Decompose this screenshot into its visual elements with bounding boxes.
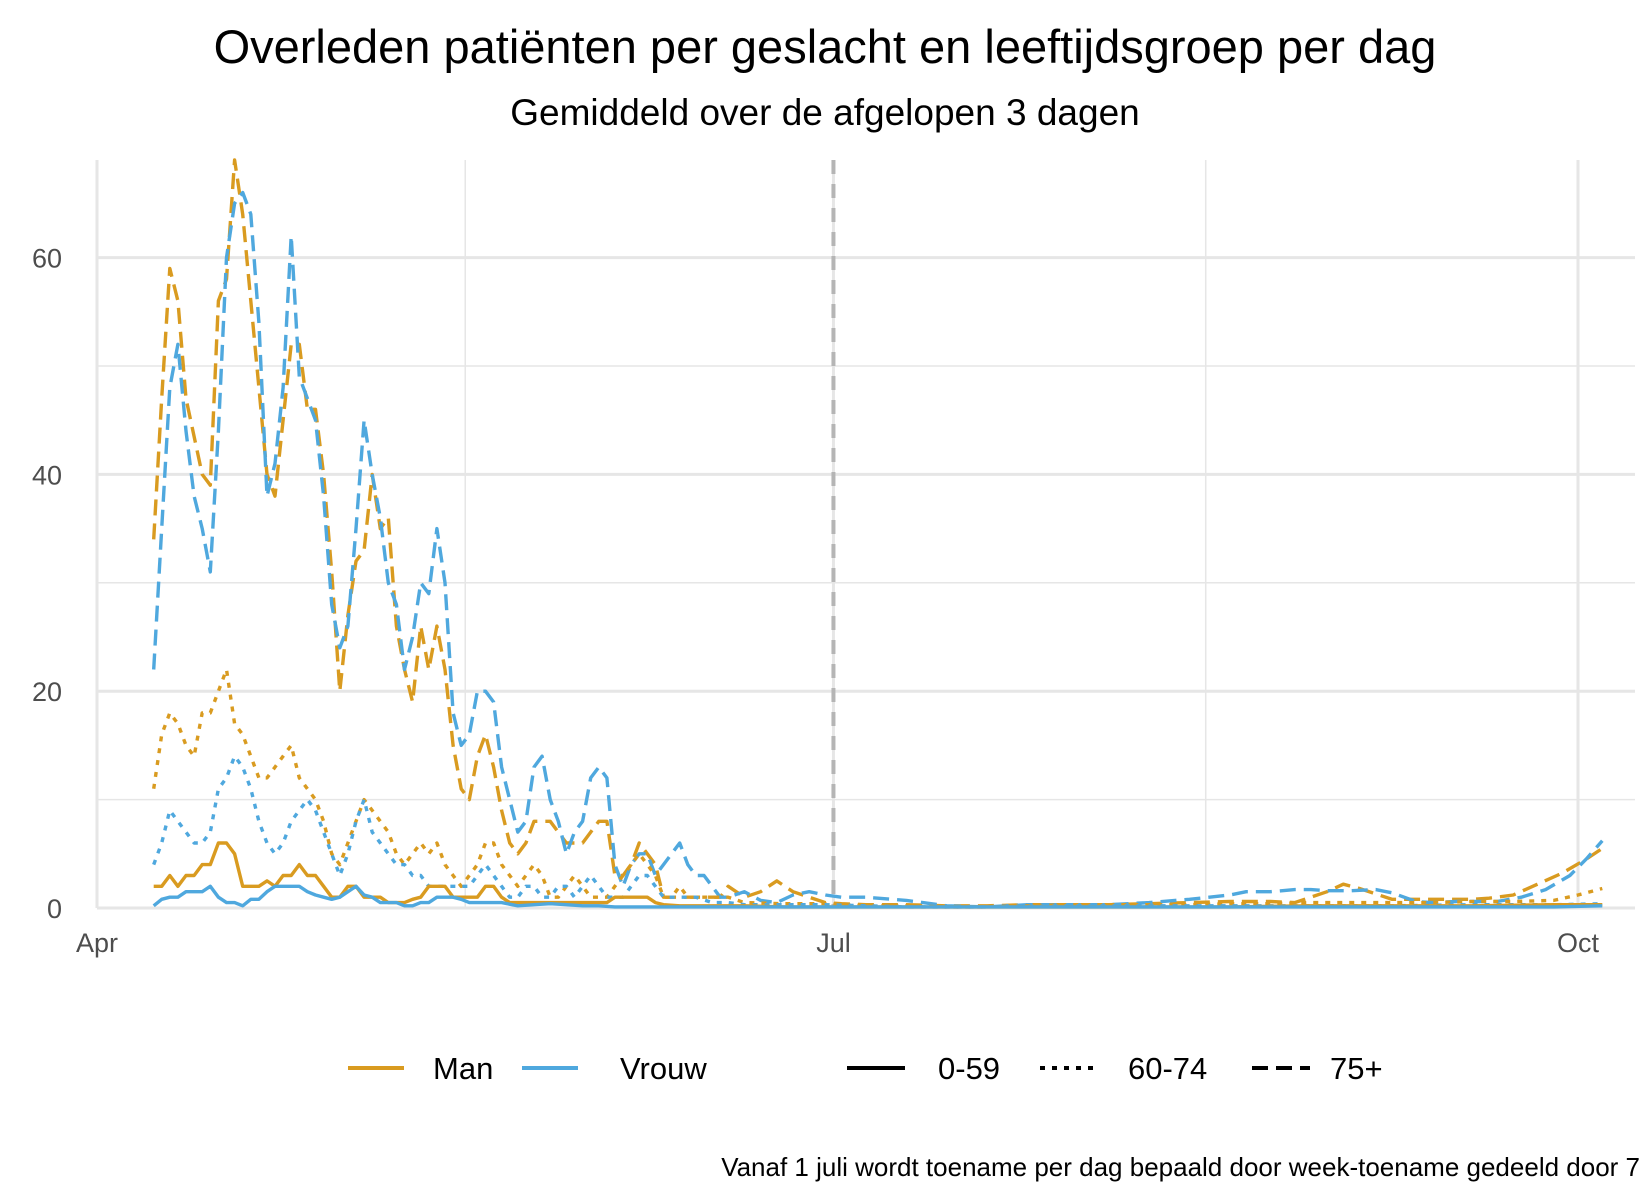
chart-subtitle: Gemiddeld over de afgelopen 3 dagen bbox=[510, 92, 1140, 133]
series-line-vrouw-0-59 bbox=[152, 884, 1603, 909]
series-layer bbox=[152, 158, 1604, 909]
y-tick-label: 60 bbox=[32, 244, 62, 274]
chart-title: Overleden patiënten per geslacht en leef… bbox=[213, 20, 1437, 73]
y-tick-label: 0 bbox=[47, 894, 62, 924]
chart-caption: Vanaf 1 juli wordt toename per dag bepaa… bbox=[721, 1152, 1640, 1182]
y-tick-label: 20 bbox=[32, 677, 62, 707]
series-line-man-60-74 bbox=[152, 667, 1603, 909]
legend-label-vrouw: Vrouw bbox=[620, 1051, 707, 1086]
legend-label-age: 60-74 bbox=[1128, 1051, 1207, 1086]
legend: Man Vrouw 0-59 60-74 75+ bbox=[348, 1051, 1383, 1086]
grid-layer bbox=[95, 160, 1635, 910]
y-tick-label: 40 bbox=[32, 460, 62, 490]
axis-labels-layer: 0 20 40 60 Apr Jul Oct bbox=[32, 244, 1600, 958]
x-tick-label: Jul bbox=[816, 928, 851, 958]
series-line-man-75plus bbox=[152, 158, 1604, 908]
x-tick-label: Apr bbox=[76, 928, 118, 958]
x-tick-label: Oct bbox=[1557, 928, 1600, 958]
legend-label-age: 0-59 bbox=[938, 1051, 1000, 1086]
series-line-vrouw-75plus bbox=[152, 190, 1604, 909]
legend-label-age: 75+ bbox=[1330, 1051, 1383, 1086]
legend-label-man: Man bbox=[433, 1051, 493, 1086]
series-line-vrouw-60-74 bbox=[152, 754, 1603, 909]
